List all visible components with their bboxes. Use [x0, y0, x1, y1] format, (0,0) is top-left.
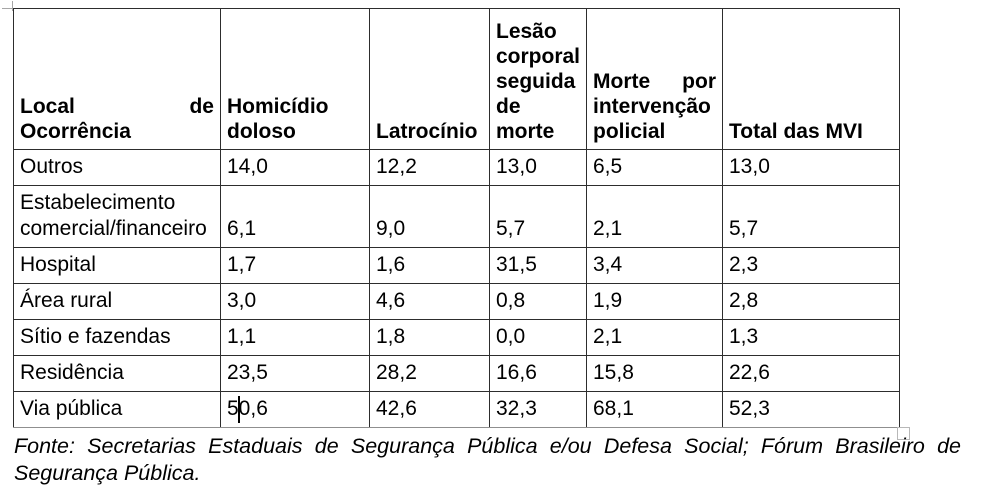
row-label-cell[interactable]: Residência — [13, 355, 221, 392]
row-label-cell[interactable]: Sítio e fazendas — [13, 319, 221, 356]
text-cursor — [238, 396, 240, 423]
table-cell[interactable]: 1,3 — [722, 319, 900, 356]
row-label-cell[interactable]: Outros — [13, 149, 221, 186]
table-cell[interactable]: 2,3 — [722, 247, 900, 284]
header-cell-lesao[interactable]: Lesão corporal seguida de morte — [489, 8, 587, 150]
table-row-sitio-fazendas: Sítio e fazendas 1,1 1,8 0,0 2,1 1,3 — [13, 319, 900, 356]
table-cell[interactable]: 52,3 — [722, 391, 900, 428]
table-cell[interactable]: 1,9 — [586, 283, 723, 320]
table-cell[interactable]: 13,0 — [722, 149, 900, 186]
table-row-area-rural: Área rural 3,0 4,6 0,8 1,9 2,8 — [13, 283, 900, 320]
header-text: de — [189, 95, 214, 118]
table-cell[interactable]: 28,2 — [369, 355, 490, 392]
header-cell-morte-policial[interactable]: Morte por intervenção policial — [586, 8, 723, 150]
table-cell[interactable]: 3,4 — [586, 247, 723, 284]
table-anchor-mark — [2, 8, 15, 9]
table-row-residencia: Residência 23,5 28,2 16,6 15,8 22,6 — [13, 355, 900, 392]
row-label-cell[interactable]: Área rural — [13, 283, 221, 320]
header-cell-total-mvi[interactable]: Total das MVI — [722, 8, 900, 150]
table-cell[interactable]: 2,8 — [722, 283, 900, 320]
header-text: Local — [20, 95, 75, 118]
table-cell[interactable]: 3,0 — [220, 283, 370, 320]
table-row-via-publica: Via pública 50,6 42,6 32,3 68,1 52,3 — [13, 391, 900, 428]
header-text: Ocorrência — [20, 120, 131, 143]
table-cell[interactable]: 31,5 — [489, 247, 587, 284]
table-resize-handle[interactable] — [897, 427, 910, 440]
table-cell[interactable]: 50,6 — [220, 391, 370, 428]
header-text: Morte — [593, 70, 651, 93]
table-cell[interactable]: 2,1 — [586, 185, 723, 248]
table-cell[interactable]: 0,0 — [489, 319, 587, 356]
header-text: intervenção — [593, 95, 711, 118]
table-anchor-mark — [12, 1, 13, 11]
header-cell-local[interactable]: Local de Ocorrência — [13, 8, 221, 150]
table-cell[interactable]: 9,0 — [369, 185, 490, 248]
mvi-location-table: Local de Ocorrência Homicídio doloso Lat… — [13, 8, 900, 428]
table-cell[interactable]: 23,5 — [220, 355, 370, 392]
header-cell-latrocinio[interactable]: Latrocínio — [369, 8, 490, 150]
table-cell[interactable]: 13,0 — [489, 149, 587, 186]
table-cell[interactable]: 1,8 — [369, 319, 490, 356]
source-note: Fonte: Secretarias Estaduais de Seguranç… — [14, 433, 961, 487]
table-cell[interactable]: 0,8 — [489, 283, 587, 320]
row-label-cell[interactable]: Hospital — [13, 247, 221, 284]
table-row-estabelecimento: Estabelecimento comercial/financeiro 6,1… — [13, 185, 900, 248]
table-row-outros: Outros 14,0 12,2 13,0 6,5 13,0 — [13, 149, 900, 186]
row-label-cell[interactable]: Estabelecimento comercial/financeiro — [13, 185, 221, 248]
table-cell[interactable]: 5,7 — [722, 185, 900, 248]
source-note-line2: Segurança Pública. — [14, 461, 201, 485]
table-cell[interactable]: 6,1 — [220, 185, 370, 248]
table-cell[interactable]: 1,7 — [220, 247, 370, 284]
source-note-line1: Fonte: Secretarias Estaduais de Seguranç… — [14, 434, 961, 458]
table-cell[interactable]: 16,6 — [489, 355, 587, 392]
table-cell[interactable]: 22,6 — [722, 355, 900, 392]
table-cell[interactable]: 1,1 — [220, 319, 370, 356]
table-cell[interactable]: 15,8 — [586, 355, 723, 392]
table-header-row: Local de Ocorrência Homicídio doloso Lat… — [13, 8, 900, 150]
table-cell[interactable]: 68,1 — [586, 391, 723, 428]
table-cell[interactable]: 4,6 — [369, 283, 490, 320]
header-cell-homicidio[interactable]: Homicídio doloso — [220, 8, 370, 150]
header-text: policial — [593, 120, 666, 143]
row-label-cell[interactable]: Via pública — [13, 391, 221, 428]
table-cell[interactable]: 5,7 — [489, 185, 587, 248]
table-cell[interactable]: 2,1 — [586, 319, 723, 356]
table-cell[interactable]: 6,5 — [586, 149, 723, 186]
table-cell[interactable]: 14,0 — [220, 149, 370, 186]
table-cell[interactable]: 42,6 — [369, 391, 490, 428]
table-cell[interactable]: 32,3 — [489, 391, 587, 428]
table-cell[interactable]: 1,6 — [369, 247, 490, 284]
table-cell[interactable]: 12,2 — [369, 149, 490, 186]
header-text: por — [682, 70, 716, 93]
table-row-hospital: Hospital 1,7 1,6 31,5 3,4 2,3 — [13, 247, 900, 284]
